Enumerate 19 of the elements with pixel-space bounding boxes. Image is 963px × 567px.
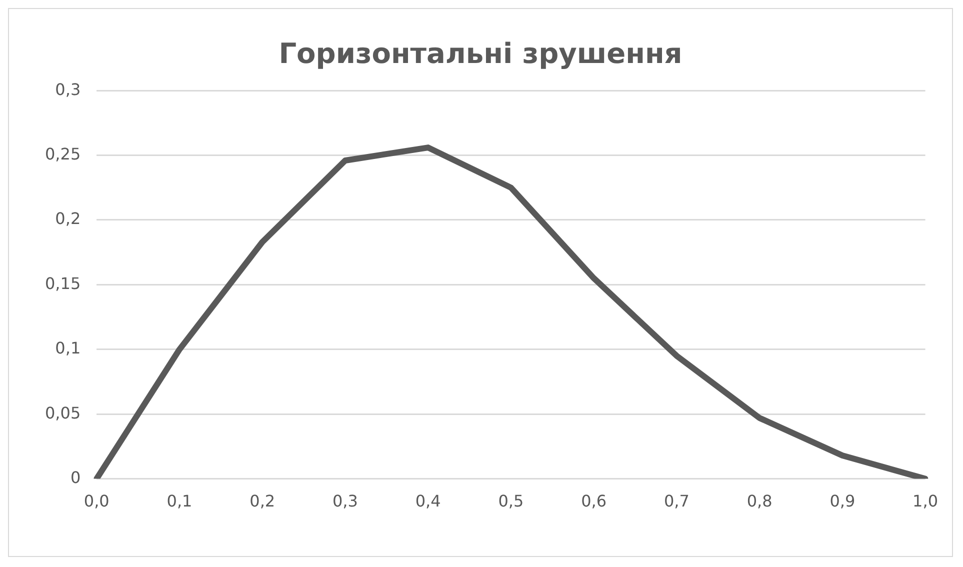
x-tick-label: 1,0 bbox=[912, 492, 938, 511]
x-tick-label: 0,4 bbox=[415, 492, 441, 511]
x-tick-label: 0,6 bbox=[581, 492, 607, 511]
y-tick-label: 0,05 bbox=[45, 403, 81, 422]
x-tick-label: 0,2 bbox=[250, 492, 276, 511]
x-tick-label: 0,3 bbox=[332, 492, 358, 511]
x-tick-label: 0,7 bbox=[664, 492, 690, 511]
x-tick-label: 0,0 bbox=[84, 492, 110, 511]
y-tick-label: 0,2 bbox=[55, 209, 81, 228]
x-tick-label: 0,1 bbox=[166, 492, 192, 511]
x-tick-label: 0,9 bbox=[830, 492, 856, 511]
chart-title: Горизонтальні зрушення bbox=[278, 37, 682, 70]
y-tick-label: 0,15 bbox=[45, 274, 81, 293]
x-tick-label: 0,8 bbox=[746, 492, 772, 511]
y-tick-label: 0 bbox=[70, 468, 81, 487]
x-tick-label: 0,5 bbox=[498, 492, 524, 511]
y-tick-label: 0,1 bbox=[55, 338, 81, 358]
y-tick-label: 0,3 bbox=[55, 80, 81, 99]
y-tick-label: 0,25 bbox=[45, 144, 81, 164]
